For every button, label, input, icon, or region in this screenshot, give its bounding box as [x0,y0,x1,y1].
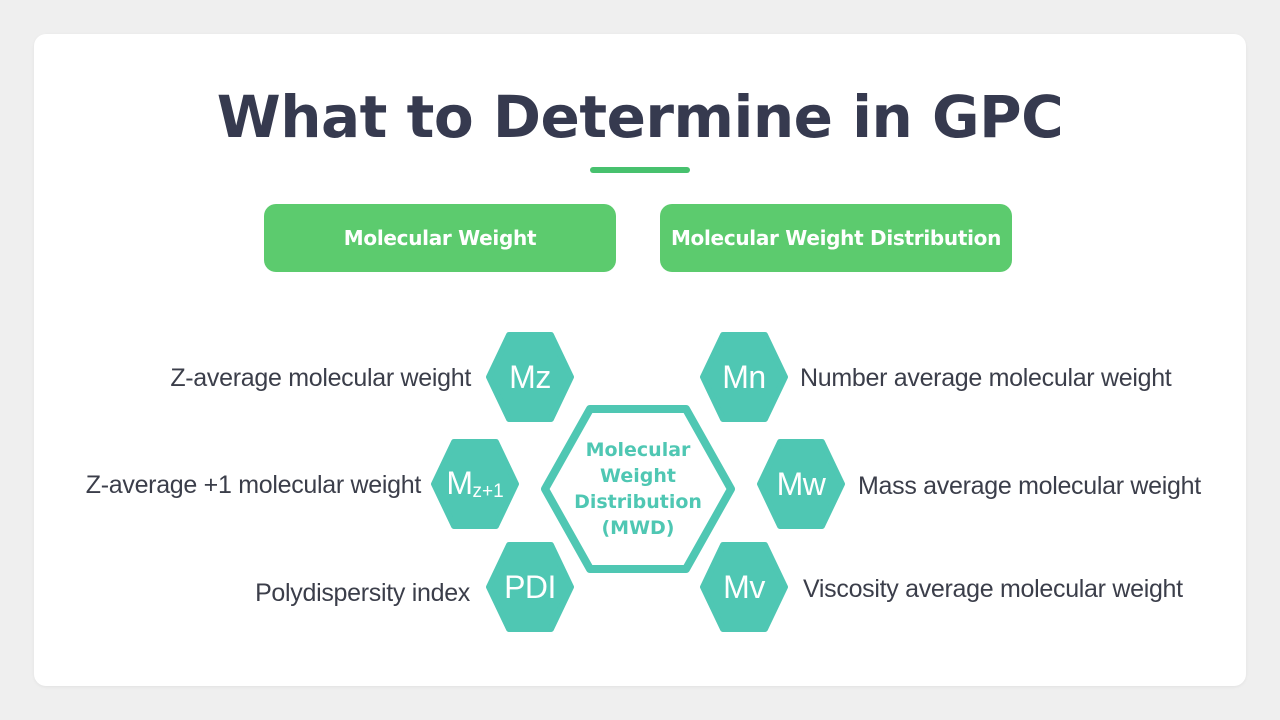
hexagon-mz1-main: M [446,465,473,501]
hexagon-mn: Mn [700,331,788,423]
description-mv: Viscosity average molecular weight [803,575,1183,603]
hexagon-mz: Mz [486,331,574,423]
center-line-1: Molecular [585,439,691,461]
hexagon-mz1: Mz+1 [431,438,519,530]
title-underline [590,167,690,173]
category-molecular-weight-distribution: Molecular Weight Distribution [660,204,1012,272]
center-line-3: Distribution [574,491,702,513]
hexagon-mv: Mv [700,541,788,633]
description-mw: Mass average molecular weight [858,472,1201,500]
description-mz1: Z-average +1 molecular weight [85,471,422,499]
slide-card [34,34,1246,686]
hexagon-pdi: PDI [486,541,574,633]
hexagon-mz-label: Mz [509,358,551,395]
center-hexagon [541,405,735,573]
hexagon-mw-label: Mw [776,465,826,502]
hexagon-mw: Mw [757,438,845,530]
center-line-4: (MWD) [601,517,675,539]
center-line-2: Weight [600,465,676,487]
description-pdi: Polydispersity index [255,579,470,607]
category-molecular-weight: Molecular Weight [264,204,616,272]
description-mz: Z-average molecular weight [170,364,471,392]
hexagon-mv-label: Mv [723,568,765,605]
description-mn: Number average molecular weight [800,364,1172,392]
slide-title: What to Determine in GPC [216,83,1064,151]
hexagon-pdi-label: PDI [504,568,556,605]
hexagon-mn-label: Mn [722,358,766,395]
hexagon-mz1-sub: z+1 [472,481,504,502]
hexagon-mz1-label: Mz+1 [446,465,503,503]
center-label: Molecular Weight Distribution (MWD) [540,404,736,574]
